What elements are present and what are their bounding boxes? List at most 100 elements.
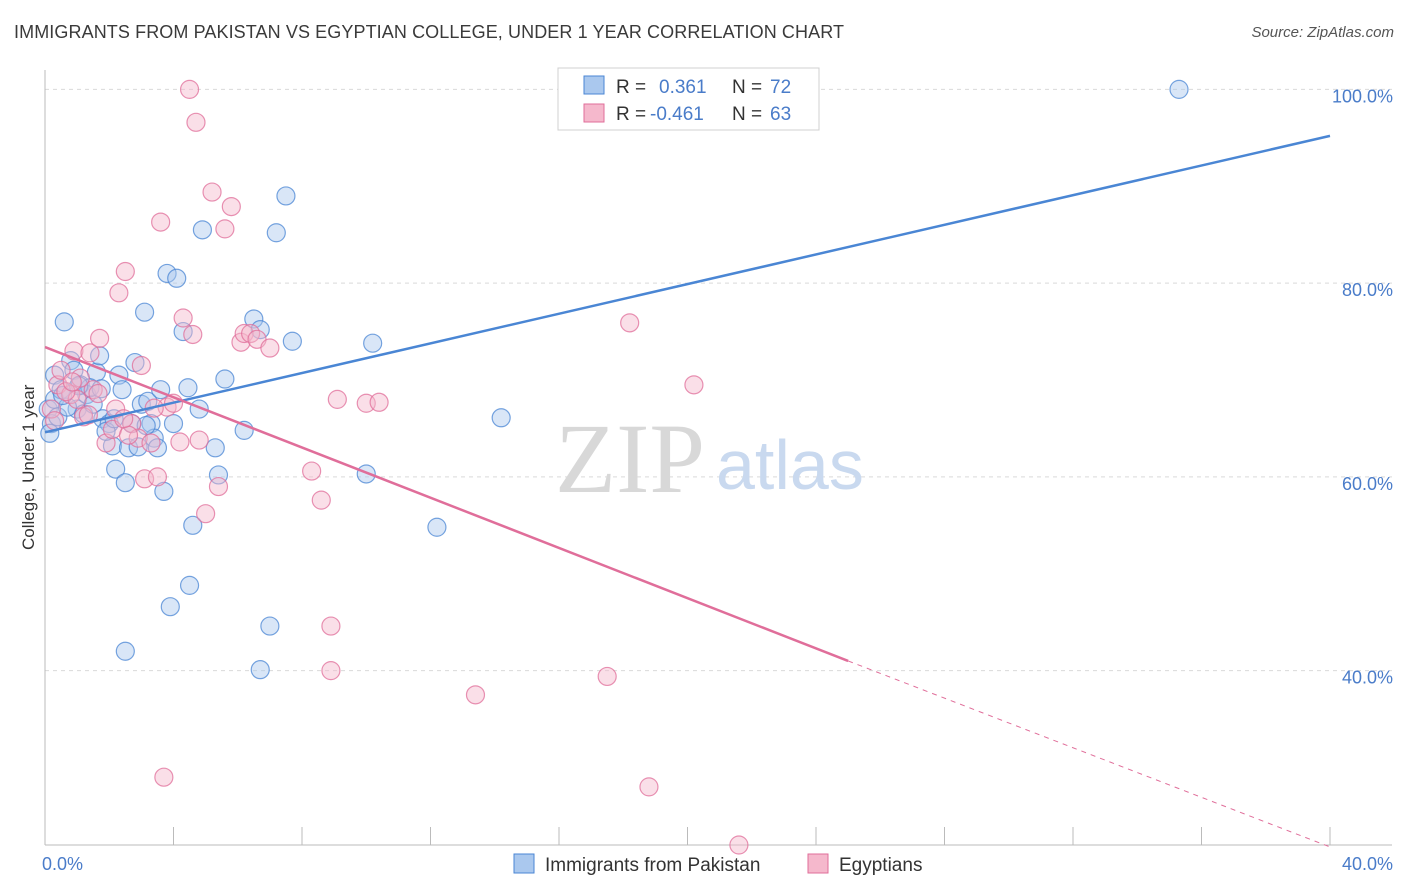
pakistan-point-55: [363, 333, 383, 353]
egyptians-point-2: [51, 360, 71, 380]
watermark: ZIP atlas: [555, 403, 864, 514]
egyptians-point-20: [147, 467, 168, 487]
egyptians-trend-line: [44, 345, 849, 663]
egyptians-point-51: [639, 777, 659, 797]
egyptians-point-34: [221, 196, 241, 217]
egyptians-point-30: [196, 504, 216, 524]
chart-source: Source: ZipAtlas.com: [1251, 24, 1394, 41]
pakistan-point-56: [427, 517, 447, 537]
egyptians-point-26: [179, 79, 200, 99]
pakistan-point-59: [1169, 79, 1189, 99]
egyptians-point-28: [186, 112, 206, 132]
egyptians-point-27: [183, 324, 203, 345]
pakistan-point-5: [54, 312, 74, 332]
legend-r-label-1: R =: [616, 77, 646, 98]
legend-box: R = 0.361 N = 72 R = -0.461 N = 63: [557, 67, 820, 131]
egyptians-point-25: [173, 308, 193, 328]
pakistan-point-49: [276, 186, 296, 206]
bottom-legend-label-pakistan: Immigrants from Pakistan: [545, 855, 760, 876]
egyptians-point-49: [597, 666, 617, 687]
pakistan-point-57: [491, 408, 511, 428]
egyptians-point-13: [109, 283, 129, 303]
egyptians-point-0: [41, 399, 62, 419]
legend-r-label-2: R =: [616, 104, 646, 125]
egyptians-point-32: [208, 476, 229, 497]
pakistan-point-38: [183, 515, 203, 535]
egyptians-point-53: [729, 835, 749, 855]
y-axis-label: College, Under 1 year: [19, 384, 38, 550]
pakistan-point-50: [282, 331, 302, 351]
egyptians-point-50: [620, 313, 640, 333]
x-tick-labels: 0.0% 40.0%: [42, 854, 1393, 874]
pakistan-point-41: [205, 438, 225, 458]
egyptians-point-12: [106, 399, 126, 419]
pakistan-point-20: [112, 380, 132, 400]
pakistan-point-40: [192, 220, 213, 240]
pakistan-point-71: [178, 378, 198, 398]
legend-n-value-2: 63: [770, 104, 791, 125]
egyptians-point-29: [189, 430, 209, 450]
legend-r-value-1: 0.361: [659, 77, 707, 98]
y-tick-label-3: 100.0%: [1332, 86, 1393, 106]
egyptians-point-60: [62, 372, 82, 392]
egyptians-point-39: [260, 338, 280, 358]
y-tick-label-0: 40.0%: [1342, 668, 1393, 688]
legend-n-label-1: N =: [732, 77, 762, 98]
egyptians-point-17: [131, 355, 151, 376]
egyptians-point-41: [311, 490, 331, 510]
egyptians-point-61: [88, 383, 108, 404]
egyptians-point-48: [465, 685, 486, 705]
bottom-legend-label-egyptians: Egyptians: [839, 855, 922, 876]
pakistan-point-35: [167, 268, 187, 288]
egyptians-trend-extension: [847, 660, 1331, 848]
x-tick-label-1: 40.0%: [1342, 854, 1393, 874]
egyptians-point-56: [118, 425, 139, 445]
trend-lines: [44, 134, 1331, 848]
egyptians-point-21: [151, 212, 171, 232]
egyptians-point-47: [154, 767, 174, 787]
egyptians-point-9: [90, 328, 110, 348]
axes: [44, 70, 1392, 846]
pakistan-point-18: [106, 459, 126, 479]
egyptians-point-42: [321, 616, 341, 636]
legend-n-label-2: N =: [732, 104, 762, 125]
x-tick-label-0: 0.0%: [42, 854, 83, 874]
egyptians-point-52: [684, 375, 704, 395]
egyptians-point-14: [115, 261, 135, 282]
pakistan-point-53: [250, 660, 270, 680]
y-tick-label-2: 80.0%: [1342, 280, 1393, 300]
watermark-zip: ZIP: [555, 403, 705, 514]
egyptians-point-33: [215, 219, 235, 239]
egyptians-point-31: [202, 182, 222, 202]
pakistan-point-54: [356, 464, 376, 484]
legend-swatch-egyptians: [583, 103, 605, 123]
pakistan-point-52: [160, 597, 180, 617]
egyptians-point-24: [170, 432, 190, 452]
pakistan-point-62: [57, 397, 78, 417]
pakistan-point-43: [215, 369, 235, 389]
bottom-legend-swatch-egyptians: [807, 853, 829, 874]
egyptians-point-44: [327, 389, 347, 409]
pakistan-point-34: [163, 413, 184, 434]
egyptians-point-58: [78, 405, 98, 425]
y-tick-label-1: 60.0%: [1342, 474, 1393, 494]
watermark-atlas: atlas: [716, 426, 864, 504]
pakistan-point-51: [115, 641, 135, 661]
bottom-legend: Immigrants from Pakistan Egyptians: [513, 853, 922, 876]
egyptians-point-1: [48, 375, 68, 395]
egyptians-point-43: [321, 661, 341, 681]
pakistan-point-21: [115, 473, 135, 493]
pakistan-point-47: [260, 616, 280, 636]
pakistan-point-33: [157, 263, 177, 284]
pakistan-point-37: [179, 575, 200, 595]
pakistan-point-65: [40, 423, 60, 443]
egyptians-point-7: [80, 343, 100, 363]
egyptians-point-19: [141, 433, 161, 453]
pakistan-point-48: [266, 223, 286, 243]
pakistan-point-26: [134, 302, 155, 322]
pakistan-point-45: [244, 309, 264, 329]
egyptians-point-57: [56, 382, 76, 402]
legend-swatch-pakistan: [583, 75, 605, 95]
grid-lines: [45, 88, 1392, 672]
